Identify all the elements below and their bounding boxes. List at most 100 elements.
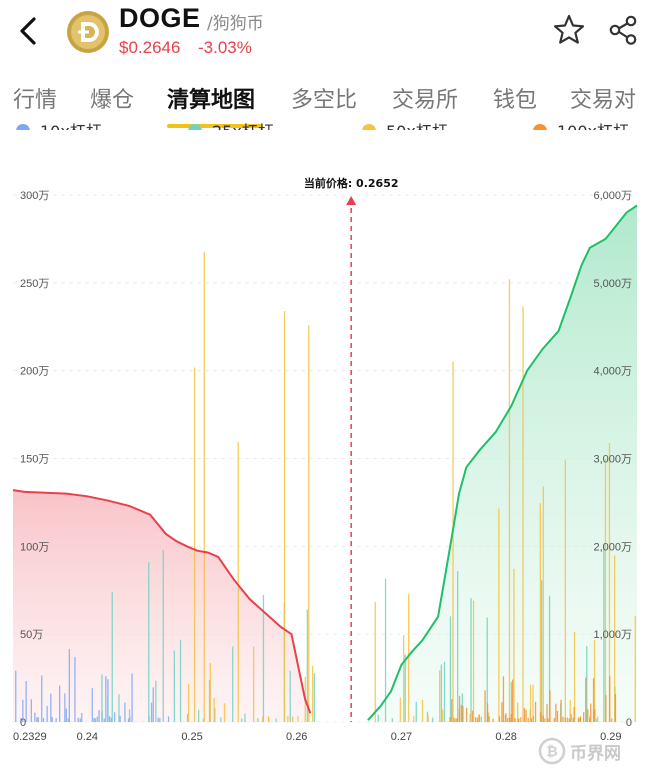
liquidation-bar (41, 675, 43, 722)
liquidation-bar (30, 699, 32, 722)
liquidation-bar (391, 718, 393, 722)
liquidation-bar (507, 718, 509, 722)
liquidation-bar (587, 709, 589, 722)
liquidation-bar (237, 441, 239, 722)
liquidation-bar (456, 718, 458, 722)
right-axis-tick-label: 6,000万 (593, 190, 632, 202)
liquidation-bar (128, 709, 131, 722)
liquidation-bar (474, 717, 477, 722)
liquidation-map-chart[interactable]: 当前价格: 0.2652 0 50万 100万 150万 200万 250万 300万 0 1… (0, 140, 648, 776)
tab-liquidation-map[interactable]: 清算地图 (167, 88, 256, 113)
liquidation-bar (634, 615, 636, 722)
x-axis-tick-label: 0.2329 (13, 731, 47, 743)
liquidation-bar (502, 676, 505, 722)
star-icon (553, 14, 585, 44)
liquidation-bar (525, 709, 527, 722)
liquidation-bar (532, 716, 534, 722)
liquidation-bar (25, 681, 27, 722)
liquidation-bar (267, 716, 270, 722)
tab-liquidations[interactable]: 爆仓 (90, 88, 135, 113)
liquidation-bar (311, 665, 314, 722)
liquidation-bar (611, 718, 613, 722)
tab-market[interactable]: 行情 (13, 88, 58, 113)
liquidation-bar (590, 703, 592, 722)
liquidation-bar (564, 459, 566, 722)
tab-bar: 行情 爆仓 清算地图 多空比 交易所 钱包 交易对 (0, 70, 648, 130)
liquidation-bar (377, 714, 379, 722)
liquidation-bar (508, 279, 511, 722)
liquidation-bar (421, 699, 424, 722)
liquidation-bar (103, 718, 105, 722)
chart-canvas: 当前价格: 0.2652 0 50万 100万 150万 200万 250万 300万 0 1… (12, 176, 638, 743)
liquidation-bar (131, 673, 133, 722)
left-axis-tick-label: 100万 (20, 541, 49, 553)
liquidation-bar (107, 696, 109, 722)
liquidation-bar (466, 707, 468, 722)
liquidation-bar (529, 684, 532, 722)
liquidation-bar (570, 714, 572, 722)
left-axis-tick-label: 50万 (20, 629, 43, 641)
liquidation-bar (564, 717, 566, 722)
right-axis-tick-label: 0 (626, 717, 632, 729)
liquidation-bar (244, 713, 246, 722)
liquidation-bar (223, 703, 226, 722)
left-axis-tick-label: 0 (20, 717, 26, 729)
liquidation-bar (213, 698, 215, 722)
liquidation-bar (470, 598, 472, 722)
svg-text:₿: ₿ (546, 744, 557, 760)
liquidation-bar (556, 711, 559, 722)
liquidation-bar (152, 687, 154, 722)
price-change: -3.03% (198, 38, 252, 57)
liquidation-bar (37, 717, 39, 722)
legend-mask (0, 130, 648, 142)
liquidation-bar (413, 715, 415, 722)
liquidation-bar (605, 695, 607, 722)
liquidation-bar (501, 702, 503, 722)
tab-trading-pairs[interactable]: 交易对 (570, 88, 637, 113)
liquidation-bar (232, 646, 234, 722)
favorite-button[interactable] (552, 13, 586, 47)
liquidation-bar (127, 718, 130, 722)
liquidation-bar (96, 716, 98, 722)
liquidation-bar (492, 718, 494, 722)
liquidation-bar (480, 716, 482, 722)
liquidation-bar (262, 594, 265, 722)
liquidation-bar (573, 631, 576, 722)
liquidation-bar (108, 716, 111, 722)
liquidation-bar (562, 716, 564, 722)
liquidation-bar (460, 704, 462, 722)
liquidation-bar (91, 688, 93, 722)
liquidation-bar (498, 716, 501, 722)
liquidation-bar (74, 657, 76, 722)
active-tab-indicator (167, 124, 263, 128)
liquidation-bar (486, 617, 488, 722)
back-button[interactable] (14, 14, 44, 48)
liquidation-bar (597, 716, 599, 722)
liquidation-bar (568, 718, 570, 722)
liquidation-bar (308, 325, 310, 722)
liquidation-bar (505, 713, 507, 722)
liquidation-bar (522, 306, 524, 722)
liquidation-bar (472, 600, 475, 722)
tab-long-short-ratio[interactable]: 多空比 (291, 88, 358, 113)
liquidation-bar (257, 718, 259, 722)
liquidation-bar (287, 715, 289, 722)
tab-exchanges[interactable]: 交易所 (392, 88, 459, 113)
chevron-left-icon (20, 17, 36, 45)
liquidation-bar (443, 661, 446, 722)
liquidation-bar (577, 717, 580, 722)
liquidation-bar (159, 718, 161, 722)
share-button[interactable] (606, 13, 640, 47)
liquidation-bar (509, 717, 511, 722)
watermark: ₿ 币界网 (538, 735, 642, 767)
liquidation-bar (534, 701, 537, 722)
coin-price: $0.2646 (119, 38, 181, 57)
liquidation-bar (484, 690, 486, 722)
liquidation-bar (469, 713, 471, 722)
left-axis-tick-label: 200万 (20, 366, 49, 378)
coin-name: /狗狗币 (207, 14, 264, 34)
liquidation-bar (569, 699, 571, 722)
tab-wallets[interactable]: 钱包 (493, 88, 538, 113)
liquidation-bar (374, 601, 376, 722)
liquidation-bar (167, 716, 170, 722)
